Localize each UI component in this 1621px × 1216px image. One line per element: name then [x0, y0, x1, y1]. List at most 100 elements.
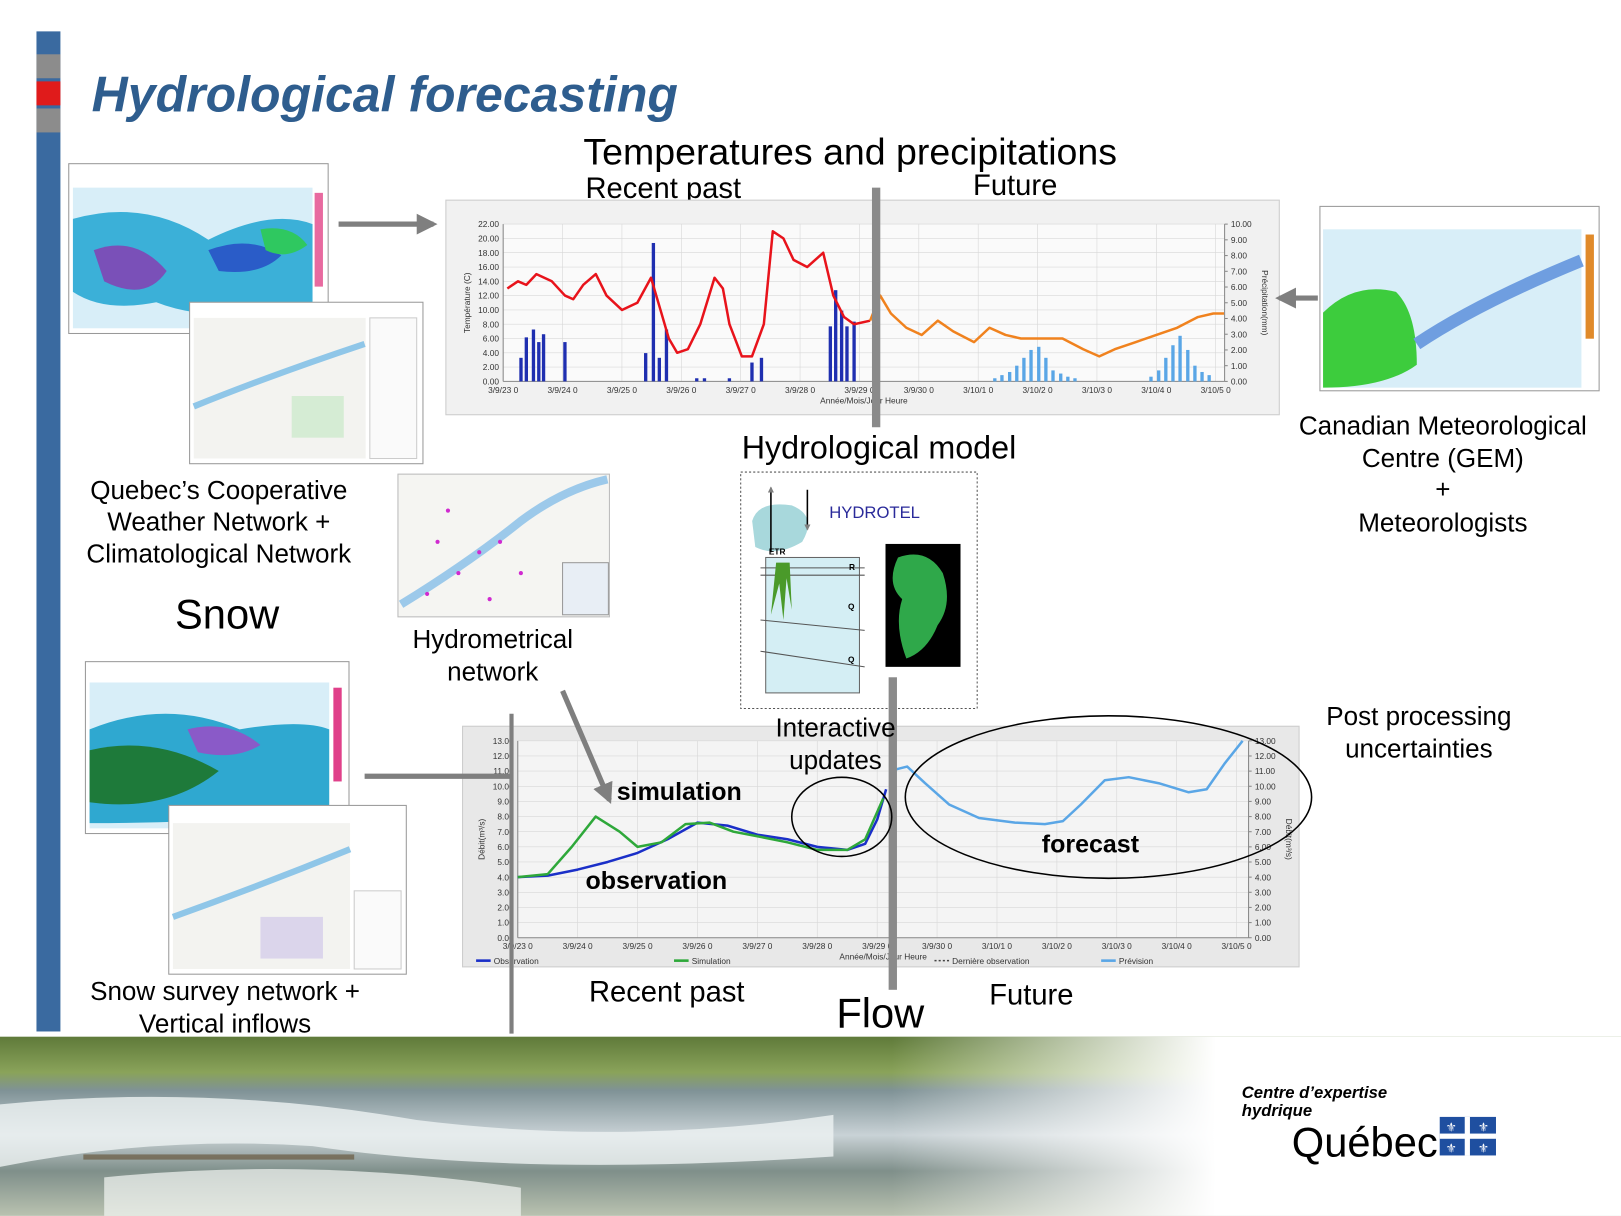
hydrometric-map: [397, 473, 610, 618]
side-square: [36, 108, 61, 133]
y2-tick-label: 11.00: [1255, 766, 1276, 776]
y2-tick-label: 2.00: [1231, 345, 1248, 355]
x-tick-label: 3/10/3 0: [1082, 385, 1112, 395]
y-tick-label: 10.00: [478, 305, 499, 315]
y2-tick-label: 0.00: [1255, 933, 1272, 943]
svg-text:⚜: ⚜: [1478, 1120, 1489, 1134]
data-line: [894, 740, 1244, 826]
bar: [541, 334, 546, 382]
bar: [727, 378, 732, 382]
info-line: uncertainties: [1345, 733, 1493, 763]
y2-tick-label: 6.00: [1255, 842, 1272, 852]
y2-tick-label: 8.00: [1255, 812, 1272, 822]
y-tick-label: 0.00: [483, 377, 500, 387]
network-text: Quebec’s Cooperative Weather Network + C…: [86, 475, 352, 569]
bar: [1157, 370, 1161, 382]
bar: [664, 329, 669, 382]
recent-past-label: Recent past: [589, 976, 745, 1008]
y-tick-label: 3.00: [497, 887, 514, 897]
bar: [852, 321, 856, 382]
y-tick-label: 9.00: [497, 797, 514, 807]
bar: [1164, 357, 1168, 382]
x-tick-label: 3/9/24 0: [547, 385, 577, 395]
x-tick-label: 3/9/27 0: [742, 941, 772, 951]
x-tick-label: 3/10/3 0: [1102, 941, 1132, 951]
y-axis-label: Débit(m³/s): [476, 818, 486, 859]
bar: [563, 342, 567, 382]
y2-tick-label: 3.00: [1231, 329, 1248, 339]
model-diagram: HYDROTEL ETR R Q Q: [740, 471, 978, 710]
bar: [834, 290, 838, 382]
bar: [537, 342, 541, 382]
x-tick-label: 3/10/2 0: [1042, 941, 1072, 951]
x-tick-label: 3/9/23 0: [503, 941, 533, 951]
bar: [1044, 357, 1048, 382]
info-line: updates: [789, 745, 882, 775]
bar: [531, 329, 536, 382]
x-tick-label: 3/9/28 0: [785, 385, 815, 395]
y-tick-label: 12.00: [478, 291, 499, 301]
x-axis-label: Année/Mois/Jour Heure: [839, 952, 927, 962]
snow-heading: Snow: [175, 590, 280, 637]
data-line: [517, 788, 888, 879]
data-line: [868, 294, 1224, 358]
x-tick-label: 3/9/23 0: [488, 385, 518, 395]
x-tick-label: 3/10/5 0: [1222, 941, 1252, 951]
legend-label: Simulation: [692, 956, 731, 966]
y-tick-label: 8.00: [497, 812, 514, 822]
river-photo: [0, 1036, 1621, 1216]
svg-text:⚜: ⚜: [1446, 1120, 1457, 1134]
bar: [695, 378, 699, 382]
y-tick-label: 11.00: [493, 766, 514, 776]
data-line: [517, 797, 885, 879]
info-line: Snow survey network +: [90, 976, 360, 1006]
x-tick-label: 3/9/24 0: [563, 941, 593, 951]
y-tick-label: 20.00: [478, 234, 499, 244]
bar: [1022, 357, 1026, 382]
data-line: [506, 230, 871, 358]
slide-title: Hydrological forecasting: [92, 67, 678, 123]
x-tick-label: 3/9/25 0: [607, 385, 637, 395]
y-tick-label: 22.00: [478, 219, 499, 229]
x-tick-label: 3/9/25 0: [623, 941, 653, 951]
y-tick-label: 4.00: [483, 348, 500, 358]
y2-tick-label: 4.00: [1255, 872, 1272, 882]
y2-tick-label: 1.00: [1255, 918, 1272, 928]
model-label: Q: [848, 602, 855, 612]
info-line: Hydrometrical: [412, 624, 573, 654]
bar: [1029, 349, 1033, 382]
side-square: [36, 81, 61, 106]
bar: [839, 310, 844, 382]
legend-label: Dernière observation: [952, 956, 1030, 966]
plot-area: [503, 224, 1226, 382]
bar: [702, 378, 707, 382]
now-divider: [871, 187, 881, 428]
bar: [1037, 346, 1041, 382]
info-line: Canadian Meteorological: [1299, 411, 1587, 441]
y-tick-label: 10.00: [493, 781, 514, 791]
bar: [1200, 371, 1204, 382]
x-tick-label: 3/10/2 0: [1023, 385, 1053, 395]
info-line: Interactive: [775, 713, 895, 743]
y2-axis-label: Débit(m³/s): [1284, 819, 1294, 860]
info-line: Meteorologists: [1358, 507, 1527, 537]
model-label: R: [849, 562, 855, 572]
bar: [1007, 371, 1012, 382]
x-axis-label: Année/Mois/Jour Heure: [820, 395, 908, 405]
info-line: Post processing: [1326, 701, 1511, 731]
info-line: Weather Network +: [107, 506, 330, 536]
y-tick-label: 6.00: [497, 842, 514, 852]
y2-tick-label: 5.00: [1255, 857, 1272, 867]
flow-heading: Flow: [836, 989, 925, 1036]
station-map: [189, 301, 424, 465]
y-tick-label: 12.00: [493, 751, 514, 761]
y2-tick-label: 3.00: [1255, 887, 1272, 897]
y2-tick-label: 7.00: [1255, 827, 1272, 837]
snow-station-map: [168, 804, 407, 975]
y2-axis-label: Précipitation(mm): [1260, 270, 1270, 335]
side-square: [36, 54, 61, 79]
y2-tick-label: 12.00: [1255, 751, 1276, 761]
bar: [993, 378, 997, 382]
info-line: +: [1435, 474, 1450, 504]
model-name: HYDROTEL: [829, 503, 920, 522]
